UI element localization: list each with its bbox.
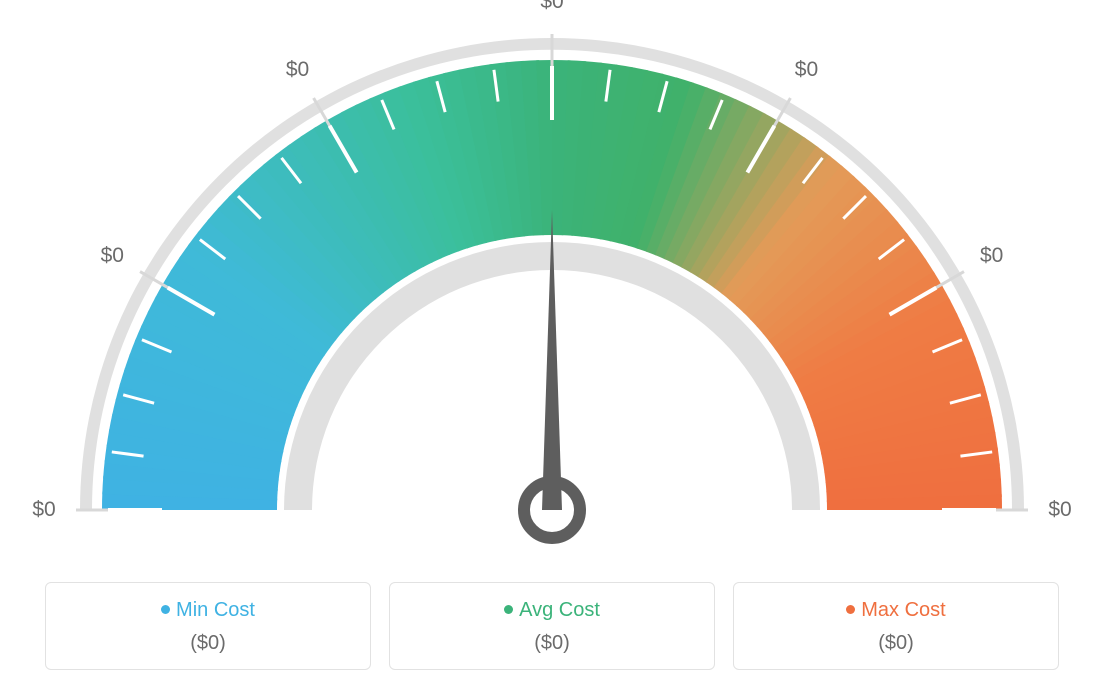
legend-value: ($0) — [56, 632, 360, 655]
gauge-svg — [0, 0, 1104, 560]
legend-row: Min Cost ($0) Avg Cost ($0) Max Cost ($0) — [45, 582, 1059, 670]
gauge-tick-label: $0 — [286, 58, 309, 82]
cost-gauge-chart: $0$0$0$0$0$0$0 Min Cost($0)Avg Cost($0)M… — [0, 0, 1104, 690]
gauge-tick-label: $0 — [32, 498, 55, 522]
legend-label: Min Cost — [56, 599, 360, 622]
legend-label-text: Min Cost — [176, 599, 255, 621]
legend-label-text: Avg Cost — [519, 599, 600, 621]
legend-value: ($0) — [400, 632, 704, 655]
gauge-tick-label: $0 — [980, 244, 1003, 268]
legend-dot-icon — [846, 605, 855, 614]
gauge-tick-label: $0 — [1048, 498, 1071, 522]
gauge-tick-label: $0 — [101, 244, 124, 268]
legend-card-max-cost: Max Cost ($0) — [733, 582, 1059, 670]
legend-label-text: Max Cost — [861, 599, 945, 621]
legend-dot-icon — [504, 605, 513, 614]
legend-label: Max Cost — [744, 599, 1048, 622]
gauge-tick-label: $0 — [795, 58, 818, 82]
legend-value: ($0) — [744, 632, 1048, 655]
legend-dot-icon — [161, 605, 170, 614]
legend-card-min-cost: Min Cost ($0) — [45, 582, 371, 670]
legend-card-avg-cost: Avg Cost ($0) — [389, 582, 715, 670]
gauge-area: $0 $0 $0 $0 $0 $0 $0 — [0, 0, 1104, 560]
legend-label: Avg Cost — [400, 599, 704, 622]
gauge-tick-label: $0 — [540, 0, 563, 14]
